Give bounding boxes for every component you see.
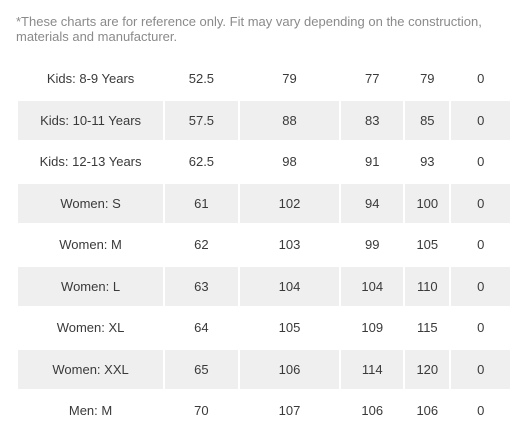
measurement-cell: 106 <box>239 349 340 389</box>
measurement-cell: 77 <box>365 71 380 87</box>
table-row: Women: L 63 104 104 110 0 <box>18 266 510 306</box>
table-row: Women: XL 64 105 109 115 0 <box>18 308 510 348</box>
measurement-cell: 94 <box>341 183 404 223</box>
measurement-cell: 62 <box>194 237 209 253</box>
measurement-cell: 79 <box>420 71 435 87</box>
table-row: Men: M 70 107 106 106 0 <box>18 391 510 431</box>
measurement-cell: 0 <box>477 237 485 253</box>
measurement-cell: 70 <box>194 403 209 419</box>
measurement-cell: 115 <box>416 320 438 336</box>
measurement-cell: 105 <box>278 320 301 336</box>
measurement-cell: 91 <box>365 154 380 170</box>
measurement-cell: 103 <box>278 237 301 253</box>
measurement-cell: 61 <box>165 183 238 223</box>
size-chart-table: Kids: 8-9 Years 52.5 79 77 79 0 Kids: 10… <box>16 57 512 433</box>
measurement-cell: 83 <box>341 100 404 140</box>
measurement-cell: 106 <box>416 403 439 419</box>
measurement-cell: 120 <box>405 349 450 389</box>
measurement-cell: 0 <box>451 266 510 306</box>
size-label-cell: Kids: 12-13 Years <box>39 154 142 170</box>
measurement-cell: 88 <box>239 100 340 140</box>
table-row: Kids: 12-13 Years 62.5 98 91 93 0 <box>18 142 510 182</box>
measurement-cell: 107 <box>278 403 301 419</box>
table-row: Women: XXL 65 106 114 120 0 <box>18 349 510 389</box>
measurement-cell: 105 <box>416 237 439 253</box>
table-row: Kids: 10-11 Years 57.5 88 83 85 0 <box>18 100 510 140</box>
disclaimer-note: *These charts are for reference only. Fi… <box>16 14 482 44</box>
table-row: Kids: 8-9 Years 52.5 79 77 79 0 <box>18 59 510 99</box>
measurement-cell: 63 <box>165 266 238 306</box>
table-row: Women: S 61 102 94 100 0 <box>18 183 510 223</box>
size-label-cell: Women: S <box>18 183 164 223</box>
measurement-cell: 65 <box>165 349 238 389</box>
measurement-cell: 62.5 <box>188 154 215 170</box>
measurement-cell: 114 <box>341 349 404 389</box>
measurement-cell: 106 <box>361 403 384 419</box>
measurement-cell: 64 <box>194 320 209 336</box>
measurement-cell: 110 <box>405 266 450 306</box>
measurement-cell: 93 <box>420 154 435 170</box>
measurement-cell: 0 <box>451 349 510 389</box>
size-label-cell: Women: L <box>18 266 164 306</box>
measurement-cell: 57.5 <box>165 100 238 140</box>
measurement-cell: 0 <box>451 183 510 223</box>
measurement-cell: 0 <box>477 320 485 336</box>
size-label-cell: Kids: 8-9 Years <box>46 71 135 87</box>
measurement-cell: 0 <box>477 403 485 419</box>
measurement-cell: 0 <box>477 71 485 87</box>
size-label-cell: Women: XXL <box>18 349 164 389</box>
size-label-cell: Women: XL <box>56 320 125 336</box>
measurement-cell: 0 <box>477 154 485 170</box>
measurement-cell: 104 <box>239 266 340 306</box>
measurement-cell: 85 <box>405 100 450 140</box>
measurement-cell: 99 <box>365 237 380 253</box>
measurement-cell: 100 <box>405 183 450 223</box>
measurement-cell: 79 <box>282 71 297 87</box>
measurement-cell: 0 <box>451 100 510 140</box>
measurement-cell: 98 <box>282 154 297 170</box>
size-label-cell: Kids: 10-11 Years <box>18 100 164 140</box>
table-row: Women: M 62 103 99 105 0 <box>18 225 510 265</box>
measurement-cell: 104 <box>341 266 404 306</box>
measurement-cell: 102 <box>239 183 340 223</box>
size-label-cell: Women: M <box>59 237 122 253</box>
measurement-cell: 109 <box>361 320 384 336</box>
size-label-cell: Men: M <box>68 403 113 419</box>
measurement-cell: 52.5 <box>188 71 215 87</box>
